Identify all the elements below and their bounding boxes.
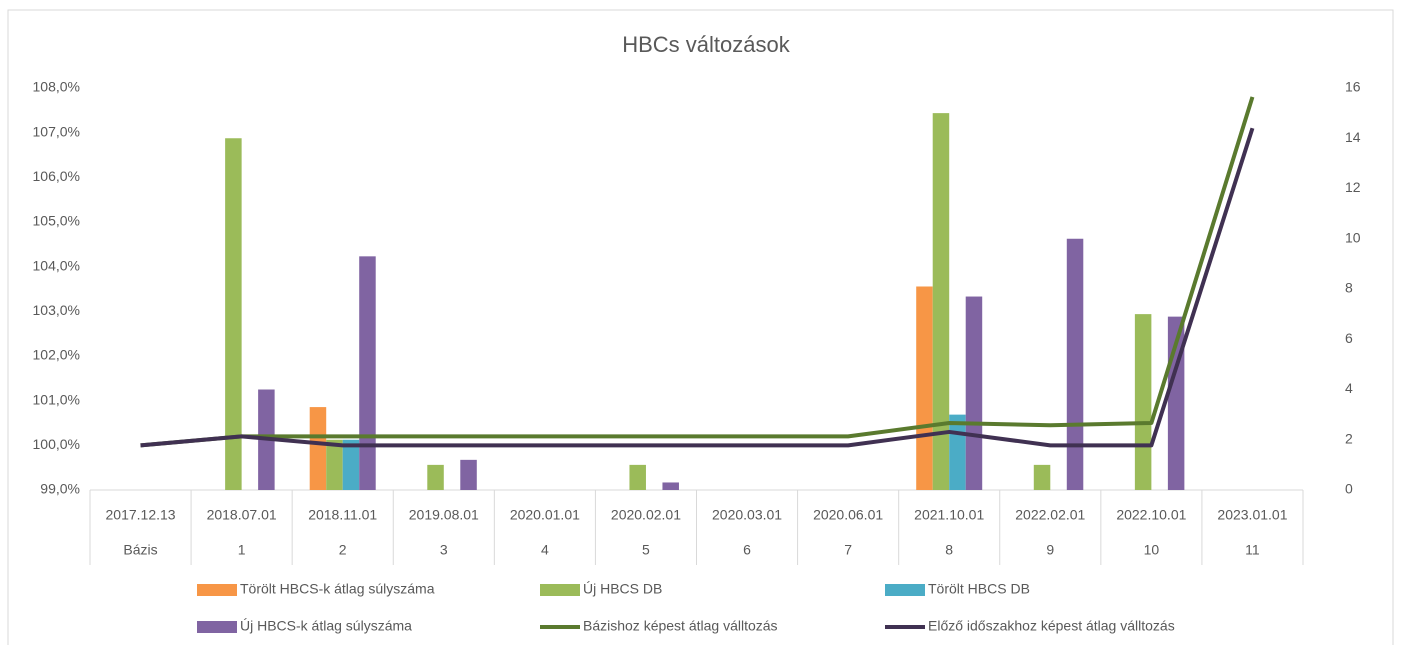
legend-swatch xyxy=(197,621,237,633)
y-tick-label: 100,0% xyxy=(33,436,80,452)
y-tick-label: 99,0% xyxy=(40,481,80,497)
chart-title: HBCs változások xyxy=(622,32,791,57)
y-tick-label: 105,0% xyxy=(33,213,80,229)
x-tick-label: 2022.10.01 xyxy=(1116,507,1186,523)
line xyxy=(140,96,1255,448)
y2-tick-label: 6 xyxy=(1345,330,1353,346)
legend-label: Új HBCS-k átlag súlyszáma xyxy=(240,618,412,634)
x-tick-label: 2018.07.01 xyxy=(207,507,277,523)
y2-tick-label: 8 xyxy=(1345,280,1353,296)
legend-label: Bázishoz képest átlag válltozás xyxy=(583,618,778,634)
bar xyxy=(1134,314,1152,490)
x-tick-label: 2017.12.13 xyxy=(106,507,176,523)
y-tick-label: 101,0% xyxy=(33,391,80,407)
line xyxy=(140,127,1255,448)
x-tick-sublabel: 9 xyxy=(1046,542,1054,558)
legend-swatch xyxy=(540,584,580,596)
y-tick-label: 107,0% xyxy=(33,123,80,139)
bar xyxy=(1066,238,1084,490)
x-tick-sublabel: 5 xyxy=(642,542,650,558)
x-tick-sublabel: 4 xyxy=(541,542,549,558)
legend-swatch xyxy=(885,584,925,596)
bar xyxy=(662,482,679,490)
x-tick-sublabel: 11 xyxy=(1245,542,1260,558)
y2-tick-label: 2 xyxy=(1345,430,1353,446)
x-tick-label: 2019.08.01 xyxy=(409,507,479,523)
bar xyxy=(342,439,360,490)
x-tick-label: 2021.10.01 xyxy=(914,507,984,523)
x-tick-label: 2020.02.01 xyxy=(611,507,681,523)
x-tick-sublabel: 6 xyxy=(743,542,751,558)
chart-border xyxy=(7,9,1394,650)
y2-tick-label: 12 xyxy=(1345,179,1361,195)
bar xyxy=(1033,464,1051,490)
y2-tick-label: 16 xyxy=(1345,79,1361,95)
legend-label: Törölt HBCS DB xyxy=(928,581,1030,597)
bar xyxy=(427,464,444,490)
x-tick-label: 2022.02.01 xyxy=(1015,507,1085,523)
x-tick-sublabel: 10 xyxy=(1144,542,1160,558)
y2-tick-label: 4 xyxy=(1345,380,1353,396)
bar xyxy=(932,113,950,490)
x-tick-sublabel: Bázis xyxy=(123,542,157,558)
legend-label: Új HBCS DB xyxy=(583,581,662,597)
x-tick-sublabel: 3 xyxy=(440,542,448,558)
x-tick-label: 2020.03.01 xyxy=(712,507,782,523)
x-tick-label: 2023.01.01 xyxy=(1217,507,1287,523)
bar xyxy=(949,414,966,490)
y-tick-label: 102,0% xyxy=(33,347,80,363)
x-tick-label: 2020.01.01 xyxy=(510,507,580,523)
bar xyxy=(359,256,376,490)
bar xyxy=(225,138,242,490)
bar xyxy=(965,296,983,490)
y-tick-label: 108,0% xyxy=(33,79,80,95)
y2-tick-label: 0 xyxy=(1345,481,1353,497)
legend-label: Törölt HBCS-k átlag súlyszáma xyxy=(240,581,435,597)
legend-swatch xyxy=(197,584,237,596)
y2-tick-label: 10 xyxy=(1345,229,1361,245)
legend-label: Előző időszakhoz képest átlag válltozás xyxy=(928,618,1175,634)
bar xyxy=(309,407,327,490)
x-tick-sublabel: 8 xyxy=(945,542,953,558)
y-tick-label: 104,0% xyxy=(33,257,80,273)
bar xyxy=(629,464,646,490)
x-tick-sublabel: 7 xyxy=(844,542,852,558)
y-tick-label: 106,0% xyxy=(33,168,80,184)
x-tick-sublabel: 2 xyxy=(339,542,347,558)
x-tick-sublabel: 1 xyxy=(238,542,246,558)
bar xyxy=(916,286,933,490)
y-tick-label: 103,0% xyxy=(33,302,80,318)
bar xyxy=(460,459,477,490)
bar xyxy=(326,439,343,490)
x-tick-label: 2018.11.01 xyxy=(308,507,377,523)
y2-tick-label: 14 xyxy=(1345,129,1361,145)
x-tick-label: 2020.06.01 xyxy=(813,507,883,523)
